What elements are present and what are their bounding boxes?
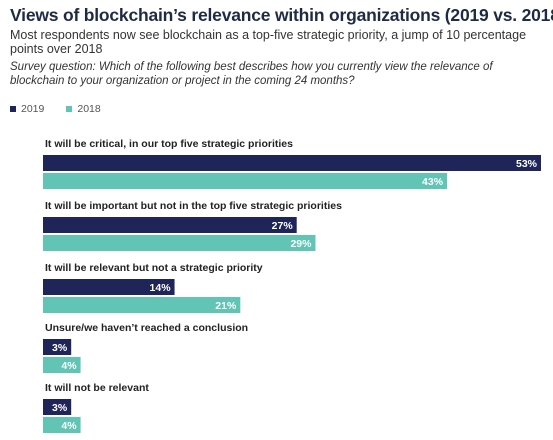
legend-item-2018: 2018: [66, 103, 101, 115]
category-label-4: Unsure/we haven’t reached a conclusion: [45, 322, 248, 334]
legend-label-2018: 2018: [77, 103, 101, 115]
category-label-1: It will be critical, in our top five str…: [45, 138, 293, 150]
bar-2019-4: [43, 339, 72, 355]
bar-2018-3: [43, 297, 241, 313]
survey-question: Survey question: Which of the following …: [10, 61, 493, 87]
legend-item-2019: 2019: [10, 103, 44, 115]
data-label-2019-2: 27%: [272, 220, 294, 232]
legend-swatch-2018: [66, 106, 73, 112]
legend: 2019 2018: [10, 103, 123, 115]
data-label-2018-4: 4%: [61, 360, 77, 372]
data-label-2019-3: 14%: [150, 282, 172, 294]
data-label-2019-5: 3%: [52, 402, 68, 414]
data-label-2018-3: 21%: [215, 300, 237, 312]
legend-label-2019: 2019: [21, 103, 45, 115]
bar-2018-1: [43, 173, 448, 189]
category-label-2: It will be important but not in the top …: [45, 200, 342, 212]
data-label-2018-1: 43%: [422, 176, 444, 188]
bar-2019-2: [43, 217, 297, 233]
category-label-5: It will not be relevant: [45, 382, 149, 394]
bar-2019-3: [43, 279, 175, 295]
category-label-3: It will be relevant but not a strategic …: [45, 262, 263, 274]
chart-subtitle: Most respondents now see blockchain as a…: [10, 28, 527, 56]
bar-2019-1: [43, 155, 541, 171]
bar-2018-4: [43, 357, 81, 373]
bar-2019-5: [43, 399, 72, 415]
data-label-2019-4: 3%: [52, 342, 68, 354]
data-label-2018-2: 29%: [290, 238, 312, 250]
data-label-2018-5: 4%: [61, 420, 77, 432]
legend-swatch-2019: [10, 106, 16, 112]
data-label-2019-1: 53%: [516, 158, 538, 170]
bar-2018-5: [43, 417, 81, 433]
bar-2018-2: [43, 235, 316, 251]
chart-title: Views of blockchain’s relevance within o…: [10, 5, 553, 25]
